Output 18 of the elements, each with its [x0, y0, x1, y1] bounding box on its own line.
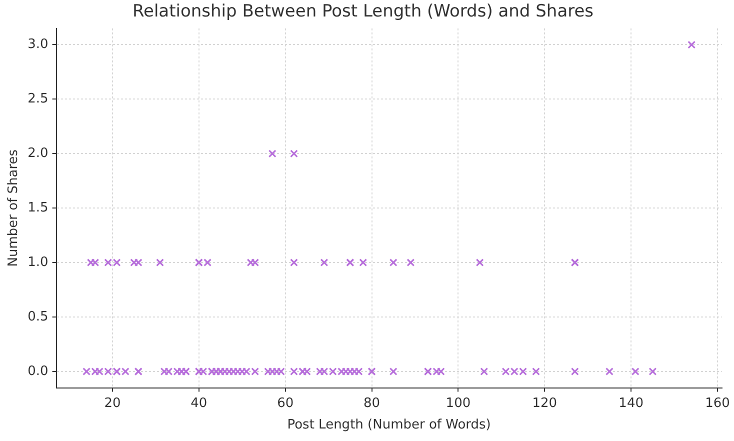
- y-tick-label: 2.0: [28, 146, 48, 162]
- chart-title: Relationship Between Post Length (Words) and Shares: [132, 2, 594, 22]
- y-tick-label: 3.0: [28, 37, 48, 52]
- x-tick-label: 120: [532, 396, 558, 411]
- y-tick-label: 0.0: [28, 364, 48, 379]
- y-tick-label: 1.0: [28, 254, 48, 270]
- y-tick-label: 0.5: [28, 309, 48, 324]
- x-tick-label: 160: [705, 396, 730, 411]
- x-tick-label: 80: [363, 396, 380, 411]
- x-tick-label: 60: [277, 396, 294, 411]
- y-tick-label: 1.5: [28, 200, 48, 216]
- x-tick-label: 140: [618, 396, 644, 411]
- x-tick-label: 40: [190, 396, 208, 411]
- y-axis-title: Number of Shares: [6, 149, 22, 267]
- x-tick-label: 20: [104, 396, 121, 411]
- x-axis-title: Post Length (Number of Words): [287, 418, 491, 433]
- y-tick-label: 2.5: [28, 92, 48, 107]
- x-tick-label: 100: [446, 396, 471, 411]
